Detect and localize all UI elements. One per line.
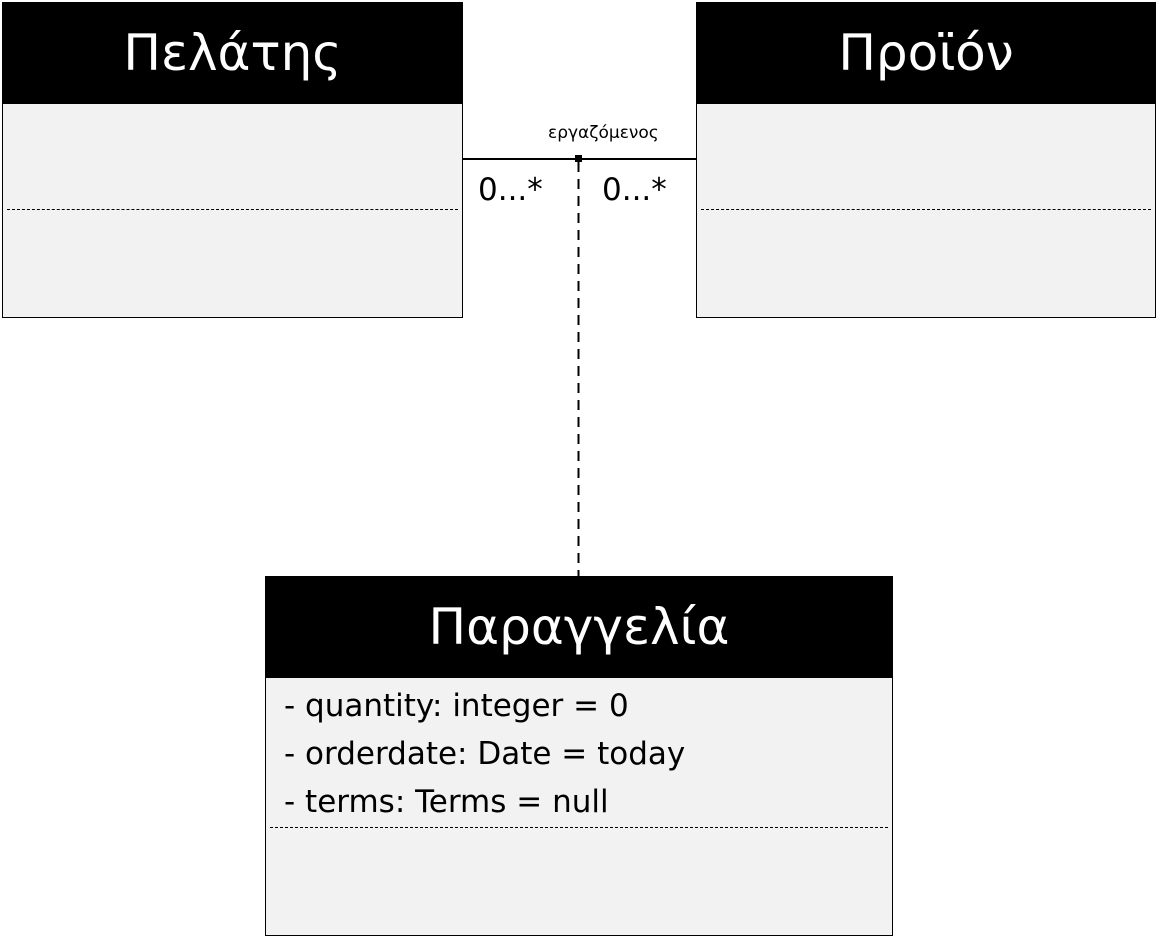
multiplicity-product: 0...* xyxy=(602,172,667,208)
class-customer-divider xyxy=(7,209,458,210)
multiplicity-customer: 0...* xyxy=(478,172,543,208)
class-order[interactable]: Παραγγελία - quantity: integer = 0 - ord… xyxy=(265,576,893,936)
class-product[interactable]: Προϊόν xyxy=(696,2,1156,318)
class-product-divider xyxy=(701,209,1151,210)
class-order-attributes: - quantity: integer = 0 - orderdate: Dat… xyxy=(266,678,892,827)
class-order-divider xyxy=(270,827,888,828)
class-product-name: Προϊόν xyxy=(697,3,1155,104)
attribute-quantity: - quantity: integer = 0 xyxy=(284,688,629,724)
class-customer[interactable]: Πελάτης xyxy=(2,2,463,318)
class-customer-name: Πελάτης xyxy=(3,3,462,104)
attribute-orderdate: - orderdate: Date = today xyxy=(284,736,686,772)
association-point xyxy=(575,155,582,162)
class-customer-attributes xyxy=(3,104,462,209)
class-product-attributes xyxy=(697,104,1155,209)
attribute-terms: - terms: Terms = null xyxy=(284,784,609,820)
class-order-name: Παραγγελία xyxy=(266,577,892,678)
association-label: εργαζόμενος xyxy=(548,123,659,143)
